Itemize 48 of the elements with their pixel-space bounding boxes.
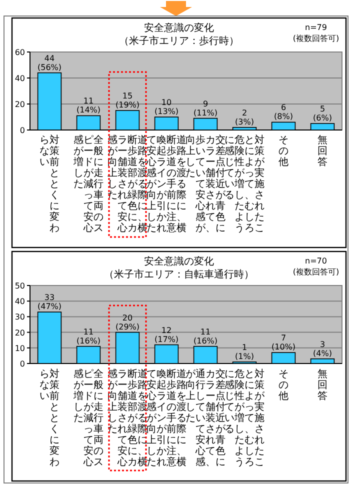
y-tick-label: 40 <box>14 297 25 306</box>
x-tick-label: その他 <box>278 134 288 170</box>
data-label: 7 (10%) <box>271 334 296 352</box>
category-label: 対策が実施されたことによって、むしろ危険性が増したように感じている <box>224 368 264 468</box>
category-label: 対策前ととくに変わらない <box>40 368 60 468</box>
y-tick-label: 50 <box>14 282 25 290</box>
data-label: 2 (3%) <box>235 108 254 126</box>
data-label: 20 (29%) <box>115 313 140 332</box>
y-tick-label: 0 <box>20 126 25 135</box>
category-label: 対策前ととくに変わらない <box>40 135 60 234</box>
y-tick-label: 60 <box>14 48 25 57</box>
chart-subtitle: （米子市エリア：自転車通行時） <box>104 268 254 280</box>
y-tick-label: 0 <box>20 360 25 368</box>
category-label: 交差点付近が青色にカラー舗装されて、歩いていて安心感が向上した <box>186 135 226 234</box>
data-label: 5 (6%) <box>313 104 332 122</box>
chart-title: 安全意識の変化 <box>144 22 214 34</box>
data-label: 11 (16%) <box>193 327 218 346</box>
data-label: 10 (13%) <box>154 98 179 116</box>
data-label: 6 (8%) <box>274 103 293 122</box>
category-label: 全般に走行車両のスピードが減って安心感が増した <box>74 368 104 468</box>
text: (複数回答可) <box>292 34 340 43</box>
data-label: 15 (19%) <box>115 92 140 110</box>
data-label: 9 (11%) <box>193 99 218 118</box>
text: n=79 <box>305 23 327 32</box>
y-tick-label: 40 <box>14 74 25 83</box>
x-tick-label: 無回答 <box>318 368 328 404</box>
x-tick-label: その他 <box>278 368 288 404</box>
data-label: 1 (1%) <box>235 342 254 361</box>
data-label: 3 (4%) <box>313 340 332 358</box>
chart-title: 安全意識の変化 <box>144 256 214 268</box>
category-label: 全般に走行車両のスピードが減って安心感が増した <box>74 135 104 234</box>
data-label: 11 (14%) <box>76 96 101 115</box>
text: n=70 <box>305 256 327 266</box>
data-label: 11 (16%) <box>76 327 101 346</box>
data-label: 44 (56%) <box>37 54 62 72</box>
category-label: 対策が実施されたことによって、むしろ危険性が増したように感じている <box>224 135 264 234</box>
text: (複数回答可) <box>292 268 340 276</box>
y-tick-label: 20 <box>14 100 25 109</box>
x-tick-label: 無回答 <box>318 134 328 170</box>
data-label: 12 (17%) <box>154 326 179 344</box>
category-label: 道路を渡る際に、横断歩道の手前に注意喚起ラインが引かれて安心感が向上した <box>146 368 186 468</box>
y-tick-label: 30 <box>14 312 25 322</box>
y-tick-label: 10 <box>14 344 25 353</box>
category-label: 道路を渡る際に、横断歩道の手前に注意喚起ラインが引かれて安心感が向上した <box>146 135 186 234</box>
y-tick-label: 20 <box>14 328 25 338</box>
category-label: 交差点付近が青色にカラー舗装されて、通行していて安心感が向上した <box>186 368 226 468</box>
chart-subtitle: （米子市エリア：歩行時） <box>119 35 239 47</box>
data-label: 33 (47%) <box>37 293 62 312</box>
